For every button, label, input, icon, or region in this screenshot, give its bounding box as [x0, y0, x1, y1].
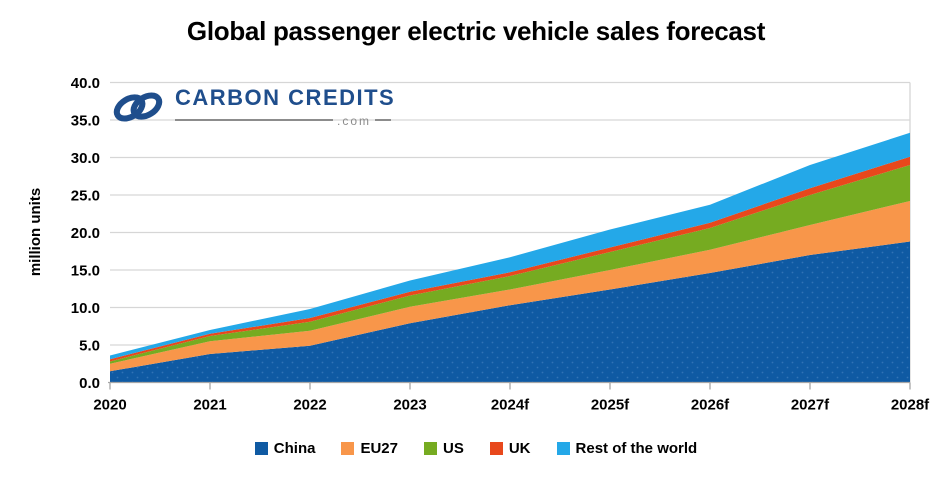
legend-swatch — [489, 442, 503, 455]
y-tick-label: 0.0 — [79, 375, 100, 392]
legend-item: EU27 — [341, 440, 398, 457]
y-axis-title: million units — [27, 188, 44, 276]
legend-label: UK — [508, 440, 531, 457]
brand-rule-line — [175, 119, 333, 121]
x-tick-label: 2025f — [591, 397, 630, 414]
y-tick-label: 25.0 — [71, 188, 100, 205]
area-rest-of-the-world — [110, 132, 910, 360]
legend-item: US — [424, 440, 464, 457]
y-tick-label: 30.0 — [71, 150, 100, 167]
y-tick-label: 15.0 — [71, 263, 100, 280]
brand-rule: .com — [175, 114, 395, 128]
chart-title: Global passenger electric vehicle sales … — [186, 16, 766, 46]
legend-swatch — [556, 442, 570, 455]
brand-rule-line — [375, 119, 392, 121]
x-tick-label: 2022 — [293, 397, 326, 414]
legend-label: US — [443, 440, 464, 457]
legend-label: Rest of the world — [575, 440, 698, 457]
area-china-texture — [110, 241, 910, 383]
brand-logo: CARBON CREDITS .com — [110, 84, 395, 130]
legend: China EU27 US UK Rest of the world — [0, 440, 952, 457]
area-uk — [110, 156, 910, 362]
area-eu27 — [110, 201, 910, 372]
y-tick-label: 35.0 — [71, 113, 100, 130]
y-tick-label: 40.0 — [71, 75, 100, 92]
legend-item: UK — [489, 440, 531, 457]
y-tick-label: 20.0 — [71, 225, 100, 242]
legend-swatch — [341, 442, 355, 455]
x-tick-label: 2028f — [891, 397, 930, 414]
brand-name: CARBON CREDITS — [175, 85, 396, 110]
y-tick-label: 5.0 — [79, 338, 100, 355]
x-tick-label: 2024f — [491, 397, 530, 414]
x-tick-label: 2027f — [791, 397, 830, 414]
y-tick-label: 10.0 — [71, 300, 100, 317]
x-tick-label: 2026f — [691, 397, 730, 414]
legend-swatch — [424, 442, 437, 455]
legend-swatch — [254, 442, 268, 455]
legend-label: China — [273, 440, 316, 457]
area-us — [110, 165, 910, 364]
legend-label: EU27 — [360, 440, 398, 457]
x-tick-label: 2020 — [93, 397, 126, 414]
x-tick-label: 2023 — [393, 397, 426, 414]
x-tick-label: 2021 — [193, 397, 226, 414]
legend-item: China — [254, 440, 316, 457]
legend-item: Rest of the world — [556, 440, 698, 457]
brand-suffix: .com — [337, 114, 372, 128]
carbon-credits-logo-icon — [113, 92, 163, 122]
